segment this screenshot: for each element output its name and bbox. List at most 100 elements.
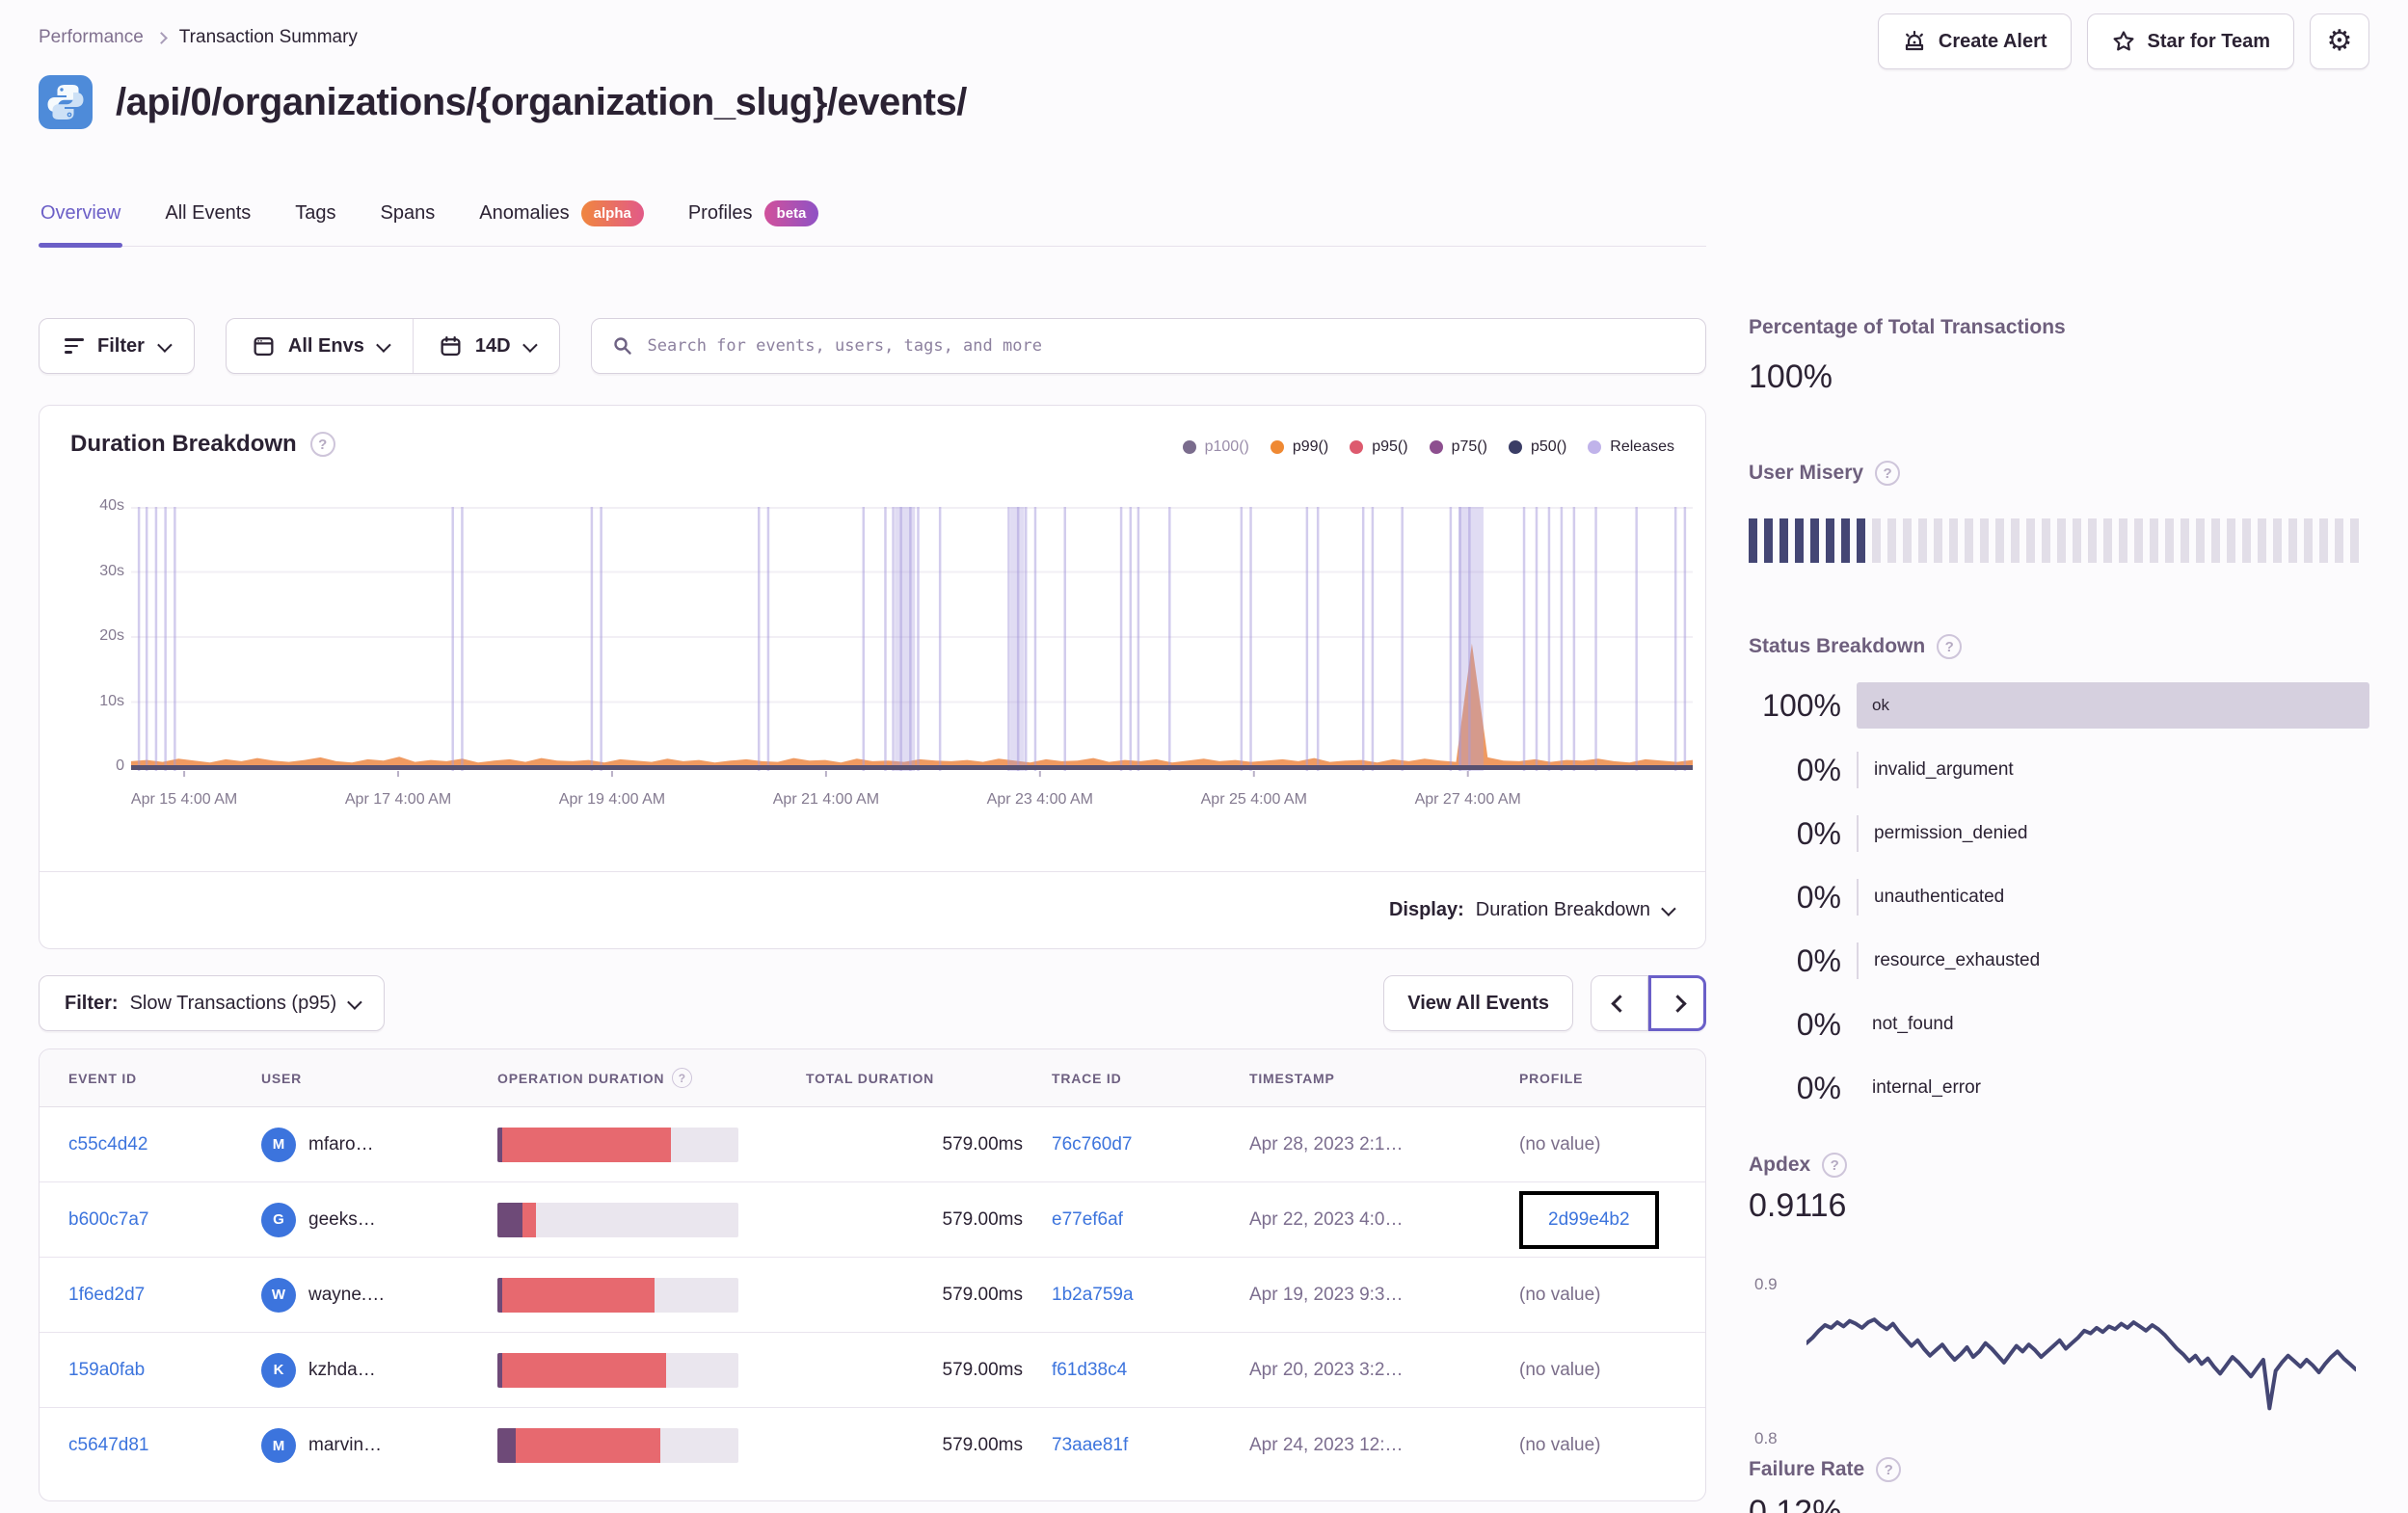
tab-overview[interactable]: Overview <box>39 195 123 248</box>
event-id-link[interactable]: c5647d81 <box>68 1435 149 1455</box>
status-label: unauthenticated <box>1857 879 2004 916</box>
status-pct: 0% <box>1796 1006 1841 1042</box>
breadcrumb-performance[interactable]: Performance <box>39 27 144 47</box>
cursor-highlight-box: 2d99e4b2 <box>1519 1190 1659 1249</box>
profile-link[interactable]: 2d99e4b2 <box>1548 1208 1630 1230</box>
python-icon <box>39 75 93 129</box>
timestamp: Apr 19, 2023 9:3… <box>1249 1284 1404 1305</box>
star-for-team-label: Star for Team <box>2147 30 2270 52</box>
tab-spans[interactable]: Spans <box>380 202 436 224</box>
trace-id-link[interactable]: e77ef6af <box>1052 1208 1123 1230</box>
y-axis-tick-label: 30s <box>99 562 124 579</box>
status-breakdown: Status Breakdown ? 100% ok 0% invalid_ar… <box>1749 634 2369 1129</box>
total-duration: 579.00ms <box>942 1133 1023 1155</box>
tab-profiles[interactable]: Profiles beta <box>686 195 821 246</box>
chevron-down-icon <box>375 336 391 353</box>
avatar: W <box>261 1277 296 1313</box>
help-icon[interactable]: ? <box>1876 1457 1902 1482</box>
calendar-icon <box>441 335 461 356</box>
x-axis-tick-label: Apr 23 4:00 AM <box>986 791 1093 808</box>
col-profile: PROFILE <box>1519 1070 1584 1086</box>
breadcrumb: Performance Transaction Summary <box>39 27 358 48</box>
tab-bar: Overview All Events Tags Spans Anomalies… <box>39 195 1706 248</box>
status-row-ok: 100% ok <box>1749 682 2369 729</box>
previous-page-button[interactable] <box>1591 975 1648 1031</box>
apdex-value: 0.9116 <box>1749 1187 1847 1224</box>
date-range-selector[interactable]: 14D <box>412 319 559 373</box>
display-selector[interactable]: Display: Duration Breakdown <box>40 871 1705 948</box>
x-axis-tick-label: Apr 19 4:00 AM <box>558 791 666 808</box>
event-id-link[interactable]: 1f6ed2d7 <box>68 1284 146 1305</box>
col-operation-duration: OPERATION DURATION ? <box>497 1068 777 1088</box>
filter-controls: Filter All Envs 14D <box>39 318 1706 374</box>
user-name: kzhda… <box>308 1359 376 1380</box>
pagination <box>1591 975 1706 1031</box>
help-icon[interactable]: ? <box>1937 634 1963 659</box>
col-total-duration: TOTAL DURATION <box>806 1070 935 1086</box>
avatar: G <box>261 1202 296 1237</box>
col-event-id: EVENT ID <box>68 1070 137 1086</box>
tab-anomalies[interactable]: Anomalies alpha <box>477 195 646 246</box>
window-icon <box>254 336 274 356</box>
chevron-down-icon <box>522 336 538 353</box>
x-axis-tick-label: Apr 25 4:00 AM <box>1200 791 1307 808</box>
transactions-filter-dropdown[interactable]: Filter: Slow Transactions (p95) <box>39 975 386 1031</box>
help-icon[interactable]: ? <box>1875 461 1901 486</box>
legend-item-p75[interactable]: p75() <box>1429 438 1487 456</box>
filter-dropdown[interactable]: Filter <box>39 318 195 374</box>
help-icon[interactable]: ? <box>672 1068 693 1088</box>
help-icon[interactable]: ? <box>1822 1153 1848 1178</box>
legend-item-p95[interactable]: p95() <box>1350 438 1408 456</box>
tab-all-events[interactable]: All Events <box>165 202 252 224</box>
status-breakdown-title: Status Breakdown <box>1749 635 1926 657</box>
total-duration: 579.00ms <box>942 1359 1023 1380</box>
status-pct: 0% <box>1796 752 1841 787</box>
header-actions: Create Alert Star for Team ⚙ <box>1877 13 2369 69</box>
failure-rate-section: Failure Rate ? 0.12% <box>1749 1457 2369 1513</box>
trace-id-link[interactable]: 1b2a759a <box>1052 1284 1134 1305</box>
trace-id-link[interactable]: 73aae81f <box>1052 1435 1129 1455</box>
op-duration-bar <box>497 1202 738 1237</box>
legend-item-releases[interactable]: Releases <box>1588 438 1674 456</box>
legend-item-p50[interactable]: p50() <box>1508 438 1566 456</box>
status-bar-ok[interactable]: ok <box>1857 682 2369 729</box>
legend-item-p100[interactable]: p100() <box>1182 438 1249 456</box>
create-alert-label: Create Alert <box>1938 30 2047 52</box>
tab-tags[interactable]: Tags <box>295 202 336 224</box>
gear-icon: ⚙ <box>2326 24 2353 58</box>
user-misery-bar <box>1749 518 2369 563</box>
status-row: 0% resource_exhausted <box>1749 939 2369 983</box>
event-id-link[interactable]: b600c7a7 <box>68 1208 149 1230</box>
settings-button[interactable]: ⚙ <box>2310 13 2369 69</box>
trace-id-link[interactable]: 76c760d7 <box>1052 1133 1133 1155</box>
chevron-right-icon <box>154 31 168 44</box>
chart-legend: p100() p99() p95() p75() p50() Releases <box>1182 438 1674 456</box>
user-name: wayne.… <box>308 1284 386 1305</box>
chevron-down-icon <box>347 994 362 1010</box>
create-alert-button[interactable]: Create Alert <box>1877 13 2072 69</box>
siren-icon <box>1905 30 1924 51</box>
help-icon[interactable]: ? <box>309 432 335 457</box>
environment-selector[interactable]: All Envs <box>227 319 413 373</box>
trace-id-link[interactable]: f61d38c4 <box>1052 1359 1128 1380</box>
view-all-events-button[interactable]: View All Events <box>1383 975 1573 1031</box>
y-axis-tick-label: 0 <box>116 757 124 774</box>
display-value: Duration Breakdown <box>1475 899 1650 920</box>
search-input[interactable] <box>647 336 1686 356</box>
legend-item-p99[interactable]: p99() <box>1270 438 1328 456</box>
search-bar <box>590 318 1706 374</box>
table-header: EVENT ID USER OPERATION DURATION ? TOTAL… <box>40 1049 1705 1107</box>
status-pct: 100% <box>1762 687 1841 723</box>
chevron-left-icon <box>1610 994 1629 1013</box>
duration-chart[interactable] <box>131 507 1693 779</box>
status-row: 0% not_found <box>1749 1002 2369 1047</box>
filter-dropdown-label: Filter <box>97 334 145 357</box>
event-id-link[interactable]: 159a0fab <box>68 1359 146 1380</box>
next-page-button[interactable] <box>1648 975 1706 1031</box>
star-for-team-button[interactable]: Star for Team <box>2086 13 2294 69</box>
event-id-link[interactable]: c55c4d42 <box>68 1133 148 1155</box>
page-header: /api/0/organizations/{organization_slug}… <box>39 75 967 129</box>
